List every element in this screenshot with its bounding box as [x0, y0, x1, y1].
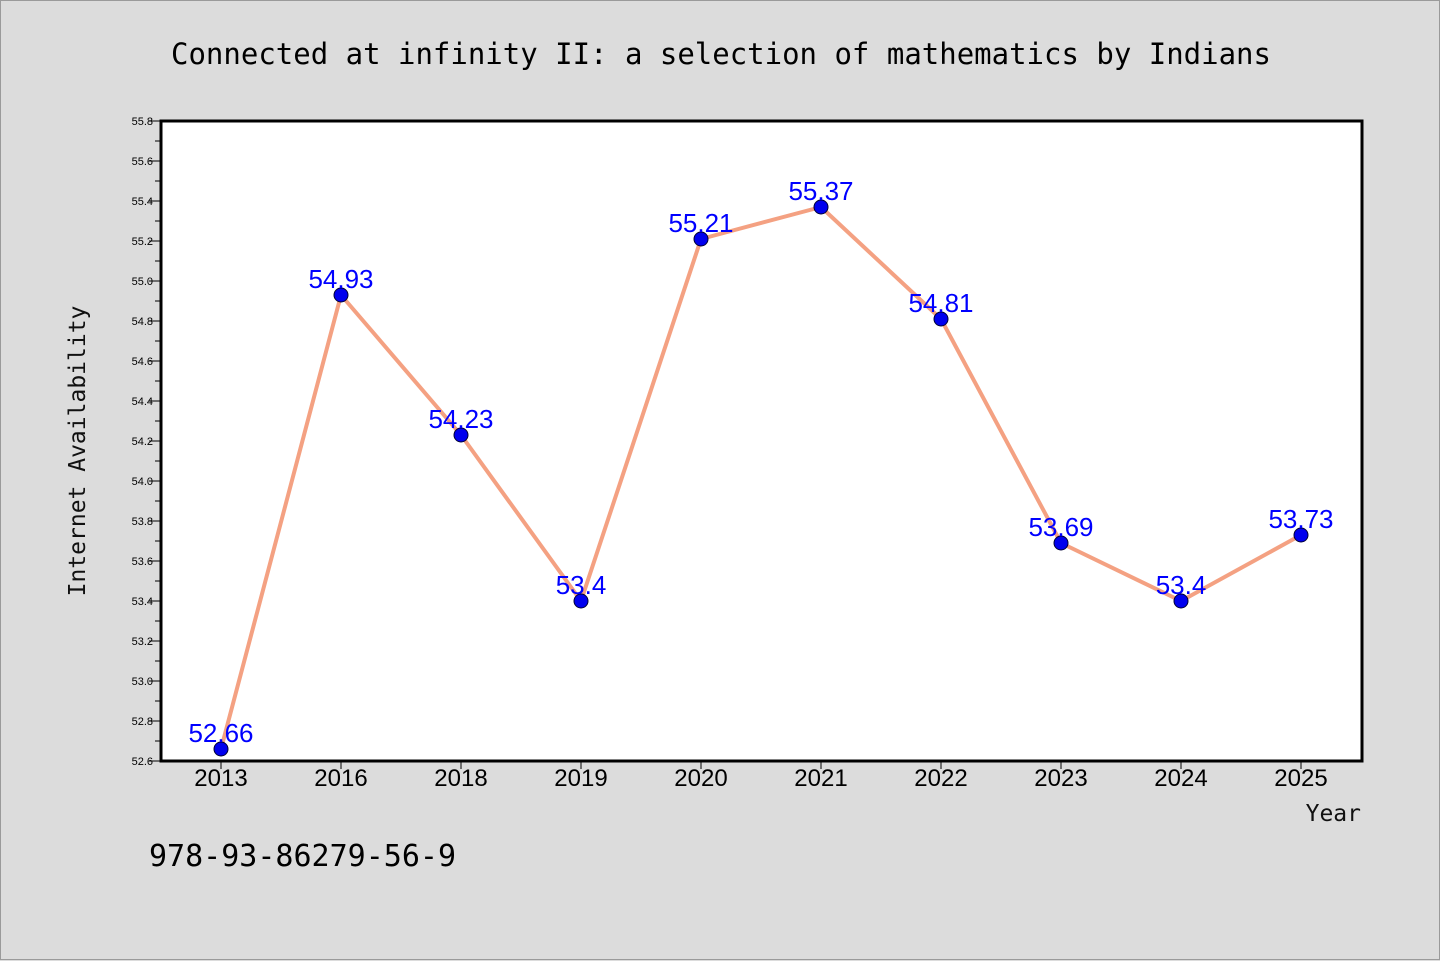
data-label: 53.4 [1156, 570, 1207, 600]
data-point [933, 311, 949, 327]
y-tick-label: 55.4 [132, 196, 153, 208]
x-axis-label: Year [1306, 801, 1361, 827]
y-tick-label: 53.8 [132, 516, 153, 528]
data-point [453, 427, 469, 443]
plot-area [159, 119, 1364, 763]
x-tick-label: 2021 [794, 765, 847, 792]
x-tick-label: 2016 [314, 765, 367, 792]
x-tick-label: 2024 [1154, 765, 1207, 792]
data-label: 53.4 [556, 570, 607, 600]
x-tick-label: 2019 [554, 765, 607, 792]
chart-title: Connected at infinity II: a selection of… [171, 37, 1271, 71]
y-tick-label: 53.2 [132, 636, 153, 648]
y-tick-label: 55.2 [132, 236, 153, 248]
y-tick-label: 55.0 [132, 276, 153, 288]
data-label: 55.21 [668, 208, 733, 238]
y-tick-label: 53.0 [132, 676, 153, 688]
x-tick-label: 2025 [1274, 765, 1327, 792]
series-line [219, 205, 1303, 751]
data-point [1293, 527, 1309, 543]
data-point [573, 593, 589, 609]
x-axis: 2013 2016 2018 2019 2020 2021 2022 2023 2024 2025 [194, 761, 1328, 792]
data-label: 54.81 [908, 288, 973, 318]
x-tick-label: 2020 [674, 765, 727, 792]
y-axis-label: Internet Availability [65, 306, 91, 597]
series-layer [213, 199, 1309, 757]
data-point [213, 741, 229, 757]
x-tick-label: 2022 [914, 765, 967, 792]
data-label: 53.69 [1028, 512, 1093, 542]
isbn-number: 978-93-86279-56-9 [149, 839, 456, 874]
data-label: 55.37 [788, 176, 853, 206]
y-tick-label: 55.8 [132, 116, 153, 128]
data-label-layer: 52.66 54.93 54.23 53.4 55.21 55.37 54.81 53.69 5… [188, 176, 1333, 748]
data-label: 52.66 [188, 718, 253, 748]
x-tick-label: 2013 [194, 765, 247, 792]
data-label: 53.73 [1268, 504, 1333, 534]
y-axis: 52.6 52.8 53.0 53.2 53.4 53.6 53.8 54.0 54.2 54.4… [132, 116, 161, 768]
y-tick-label: 52.6 [132, 756, 153, 768]
y-tick-label: 53.4 [132, 596, 153, 608]
y-tick-label: 54.0 [132, 476, 153, 488]
y-tick-label: 54.8 [132, 316, 153, 328]
y-tick-label: 54.6 [132, 356, 153, 368]
x-tick-label: 2018 [434, 765, 487, 792]
y-tick-label: 55.6 [132, 156, 153, 168]
x-tick-label: 2023 [1034, 765, 1087, 792]
y-tick-label: 54.2 [132, 436, 153, 448]
data-label: 54.23 [428, 404, 493, 434]
y-tick-label: 54.4 [132, 396, 153, 408]
y-tick-label: 52.8 [132, 716, 153, 728]
data-point [1173, 593, 1189, 609]
data-label: 54.93 [308, 264, 373, 294]
data-point [813, 199, 829, 215]
data-point [693, 231, 709, 247]
y-tick-label: 53.6 [132, 556, 153, 568]
data-point [333, 287, 349, 303]
data-point [1053, 535, 1069, 551]
